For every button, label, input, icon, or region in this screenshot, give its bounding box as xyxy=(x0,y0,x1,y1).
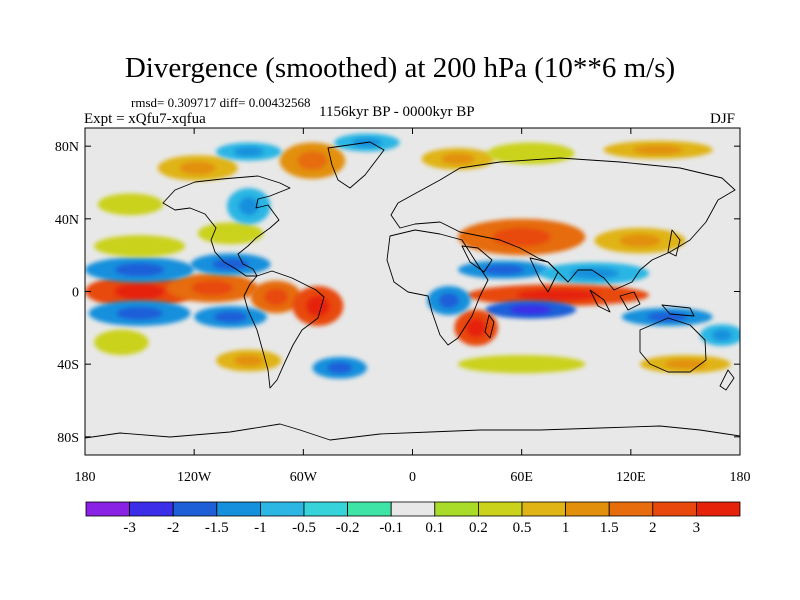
colorbar-label: -2 xyxy=(167,520,180,536)
divergence-anomaly-core xyxy=(711,329,732,341)
coastline-south-america xyxy=(243,270,325,389)
colorbar-swatch xyxy=(347,501,392,517)
stats-text: rmsd= 0.309717 diff= 0.00432568 xyxy=(131,95,311,110)
coastline-indonesia-2 xyxy=(589,289,611,313)
coastlines xyxy=(85,141,740,441)
coastline-north-america xyxy=(162,175,291,277)
x-tick-label: 0 xyxy=(409,470,416,485)
coastline-greenland xyxy=(327,141,385,189)
x-tick-label: 60E xyxy=(510,470,533,485)
colorbar-label: 1.5 xyxy=(600,520,619,536)
divergence-anomaly-core xyxy=(633,145,683,155)
colorbar-label: -3 xyxy=(123,520,136,536)
coastline-madagascar xyxy=(484,314,495,339)
colorbar-swatch xyxy=(521,501,566,517)
divergence-anomaly-core xyxy=(306,296,330,317)
map-axes: 180 120W 60W 0 60E 120E 180 80N 40N 0 40S 80S xyxy=(55,128,751,485)
y-tick-label: 40S xyxy=(57,358,79,373)
coastline-australia xyxy=(639,317,707,373)
colorbar-swatch xyxy=(477,501,523,517)
divergence-anomaly-core xyxy=(466,318,487,337)
colorbar-label: 3 xyxy=(693,520,701,536)
divergence-anomaly-core xyxy=(510,305,552,315)
divergence-anomaly xyxy=(97,193,164,216)
coastline-arabia xyxy=(461,245,493,273)
divergence-anomaly-core xyxy=(441,153,475,165)
colorbar-swatch xyxy=(434,501,479,517)
divergence-anomaly-core xyxy=(664,359,706,369)
colorbar-swatch xyxy=(129,501,174,517)
colorbar-label: 0.1 xyxy=(425,520,444,536)
divergence-anomaly-core xyxy=(483,265,524,275)
colorbar-swatch xyxy=(608,501,654,517)
divergence-anomaly xyxy=(197,222,264,245)
divergence-anomaly-core xyxy=(493,227,551,247)
colorbar-label: -0.2 xyxy=(336,520,360,536)
divergence-anomaly-core xyxy=(569,267,620,279)
season-label: DJF xyxy=(710,111,736,127)
coastline-new-zealand xyxy=(719,369,735,391)
coastline-japan xyxy=(667,229,681,257)
y-tick-label: 0 xyxy=(72,286,79,301)
colorbar-label: 0.2 xyxy=(469,520,488,536)
coastline-eurasia xyxy=(390,157,736,291)
colorbar-swatch xyxy=(259,501,305,517)
divergence-anomaly-core xyxy=(116,306,163,320)
y-tick-label: 80S xyxy=(57,431,79,446)
colorbar-swatch xyxy=(85,501,130,517)
divergence-anomaly xyxy=(457,355,586,374)
divergence-anomaly-core xyxy=(619,234,661,247)
coastline-india xyxy=(529,257,559,293)
colorbar-label: 0.5 xyxy=(513,520,532,536)
colorbar-label: -0.5 xyxy=(292,520,316,536)
experiment-label: Expt = xQfu7-xqfua xyxy=(84,111,206,127)
divergence-anomaly-core xyxy=(517,289,599,301)
divergence-anomaly-core xyxy=(646,312,688,322)
colorbar-label: -0.1 xyxy=(379,520,403,536)
colorbar-swatch xyxy=(696,501,741,517)
divergence-anomaly-core xyxy=(439,293,459,308)
colorbar-label: -1 xyxy=(254,520,267,536)
colorbar-swatch xyxy=(652,501,697,517)
colorbar-swatch xyxy=(303,501,348,517)
x-tick-label: 60W xyxy=(290,470,318,485)
divergence-anomaly xyxy=(94,235,186,257)
colorbar: -3 -2 -1.5 -1 -0.5 -0.2 -0.1 0.1 0.2 0.5 1 1.5 2 3 xyxy=(85,501,741,536)
coastline-new-guinea xyxy=(661,304,695,317)
divergence-anomaly-core xyxy=(115,283,165,300)
chart-title: Divergence (smoothed) at 200 hPa (10**6 … xyxy=(124,52,676,84)
x-tick-label: 180 xyxy=(75,470,96,485)
divergence-anomaly-core xyxy=(212,258,249,270)
divergence-anomaly-core xyxy=(179,161,216,175)
colorbar-swatch xyxy=(216,501,261,517)
colorbar-label: -1.5 xyxy=(205,520,229,536)
divergence-anomaly-core xyxy=(327,362,353,374)
colorbar-swatch xyxy=(565,501,610,517)
divergence-field xyxy=(85,133,740,379)
coastline-antarctica xyxy=(85,423,740,441)
divergence-anomaly-core xyxy=(115,263,165,277)
coastline-indonesia-1 xyxy=(619,291,641,311)
divergence-anomaly-core xyxy=(234,355,264,366)
divergence-anomaly-core xyxy=(234,147,264,157)
coastline-africa xyxy=(386,229,489,346)
period-label: 1156kyr BP - 0000kyr BP xyxy=(319,104,475,120)
colorbar-swatch xyxy=(390,501,436,517)
divergence-anomaly-core xyxy=(191,280,233,296)
x-tick-label: 120W xyxy=(177,470,212,485)
divergence-anomaly xyxy=(94,329,149,356)
x-tick-label: 120E xyxy=(616,470,646,485)
divergence-anomaly-core xyxy=(238,197,259,216)
y-tick-label: 80N xyxy=(55,140,79,155)
colorbar-label: 1 xyxy=(562,520,570,536)
divergence-anomaly-core xyxy=(297,151,328,170)
divergence-anomaly xyxy=(487,142,575,165)
divergence-anomaly-core xyxy=(264,288,288,306)
colorbar-label: 2 xyxy=(649,520,657,536)
colorbar-swatch xyxy=(172,501,218,517)
divergence-anomaly-core xyxy=(214,311,247,323)
y-tick-label: 40N xyxy=(55,213,79,228)
x-tick-label: 180 xyxy=(730,470,751,485)
